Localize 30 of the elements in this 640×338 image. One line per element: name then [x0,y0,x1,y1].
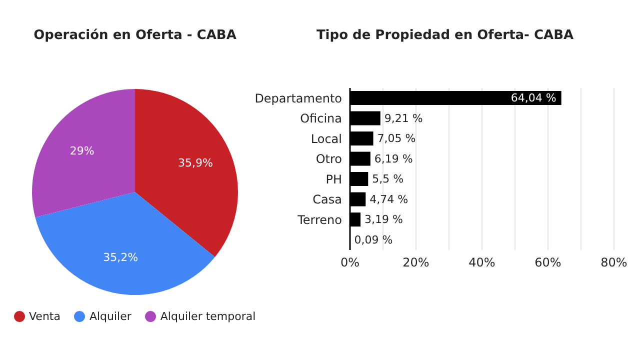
pie-slice [35,192,215,295]
y-tick-label: Local [310,132,342,146]
legend-label: Alquiler temporal [160,310,256,323]
chart-title: Tipo de Propiedad en Oferta- CABA [315,28,575,43]
data-label: 5,5 % [372,172,404,186]
legend-label: Venta [29,310,60,323]
x-tick-label: 40% [468,256,496,270]
chart-title: Operación en Oferta - CABA [32,28,238,43]
y-tick-label: Departamento [254,91,342,106]
legend-label: Alquiler [89,310,132,323]
data-label: 0,09 % [354,233,393,246]
data-label: 4,74 % [370,192,408,206]
data-label: 3,19 % [364,213,403,226]
x-tick-label: 0% [340,256,360,270]
y-tick-label: Casa [312,192,342,207]
y-tick-label: Terreno [296,212,342,227]
data-label: 64,04 % [510,92,556,105]
x-tick-label: 20% [402,256,430,270]
pie-slice [32,89,135,218]
data-label: 9,21 % [384,112,423,125]
data-label: 35,9% [178,156,213,170]
data-label: 29% [70,144,94,158]
x-tick-label: 60% [534,256,562,270]
x-tick-label: 80% [600,256,628,270]
y-tick-label: Otro [316,152,342,166]
data-label: 6,19 % [374,152,413,166]
data-label: 35,2% [103,250,138,264]
y-tick-label: PH [326,172,342,186]
data-label: 7,05 % [377,132,416,146]
y-tick-label: Oficina [300,112,342,126]
